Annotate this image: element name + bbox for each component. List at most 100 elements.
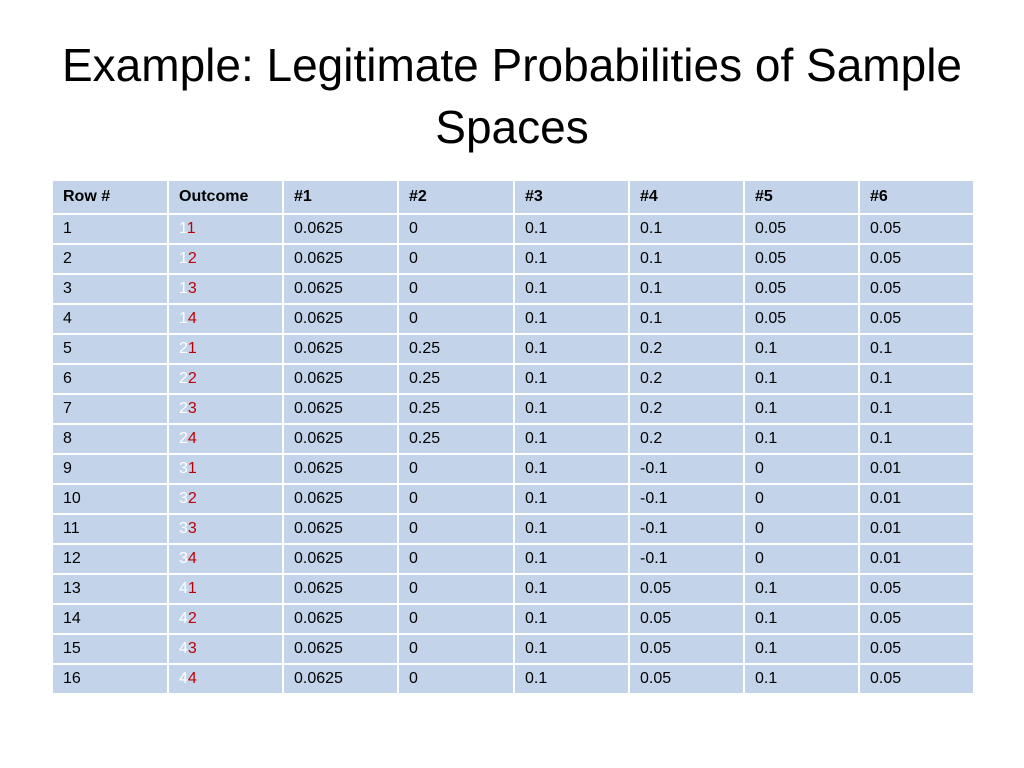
assignment-4-cell: 0.1 [628, 273, 745, 305]
row-number-cell: 10 [51, 483, 169, 515]
assignment-6-cell: 0.05 [858, 633, 975, 665]
assignment-4-cell: -0.1 [628, 513, 745, 545]
header-assignment-6: #6 [858, 179, 975, 215]
outcome-second-digit: 4 [187, 550, 197, 567]
assignment-1-cell: 0.0625 [282, 543, 399, 575]
assignment-3-cell: 0.1 [513, 513, 630, 545]
table-row: 10 32 0.0625 0 0.1 -0.1 0 0.01 [51, 483, 975, 515]
outcome-cell: 23 [167, 393, 284, 425]
table-row: 9 31 0.0625 0 0.1 -0.1 0 0.01 [51, 453, 975, 485]
outcome-cell: 41 [167, 573, 284, 605]
outcome-second-digit: 4 [187, 430, 197, 447]
outcome-cell: 21 [167, 333, 284, 365]
outcome-first-digit: 4 [179, 610, 188, 627]
assignment-3-cell: 0.1 [513, 213, 630, 245]
outcome-first-digit: 4 [179, 640, 188, 657]
assignment-3-cell: 0.1 [513, 273, 630, 305]
outcome-cell: 44 [167, 663, 284, 695]
table-row: 8 24 0.0625 0.25 0.1 0.2 0.1 0.1 [51, 423, 975, 455]
assignment-5-cell: 0.05 [743, 273, 860, 305]
outcome-first-digit: 2 [179, 430, 188, 447]
row-number-cell: 14 [51, 603, 169, 635]
header-assignment-1: #1 [282, 179, 399, 215]
assignment-2-cell: 0 [397, 663, 515, 695]
outcome-cell: 34 [167, 543, 284, 575]
assignment-3-cell: 0.1 [513, 633, 630, 665]
outcome-first-digit: 1 [179, 310, 188, 327]
assignment-6-cell: 0.05 [858, 243, 975, 275]
assignment-3-cell: 0.1 [513, 603, 630, 635]
assignment-2-cell: 0 [397, 303, 515, 335]
outcome-second-digit: 3 [187, 280, 197, 297]
outcome-cell: 13 [167, 273, 284, 305]
assignment-1-cell: 0.0625 [282, 273, 399, 305]
assignment-1-cell: 0.0625 [282, 303, 399, 335]
row-number-cell: 13 [51, 573, 169, 605]
row-number-cell: 16 [51, 663, 169, 695]
assignment-1-cell: 0.0625 [282, 483, 399, 515]
assignment-1-cell: 0.0625 [282, 603, 399, 635]
assignment-5-cell: 0 [743, 483, 860, 515]
assignment-5-cell: 0.1 [743, 333, 860, 365]
outcome-second-digit: 1 [187, 580, 197, 597]
table-row: 6 22 0.0625 0.25 0.1 0.2 0.1 0.1 [51, 363, 975, 395]
outcome-first-digit: 4 [179, 580, 188, 597]
assignment-3-cell: 0.1 [513, 393, 630, 425]
assignment-5-cell: 0.1 [743, 603, 860, 635]
outcome-cell: 32 [167, 483, 284, 515]
probability-table: Row # Outcome #1 #2 #3 #4 #5 #6 1 11 0.062… [51, 179, 975, 695]
assignment-6-cell: 0.05 [858, 603, 975, 635]
assignment-1-cell: 0.0625 [282, 363, 399, 395]
assignment-4-cell: 0.2 [628, 393, 745, 425]
outcome-first-digit: 3 [179, 550, 188, 567]
assignment-1-cell: 0.0625 [282, 393, 399, 425]
table-row: 16 44 0.0625 0 0.1 0.05 0.1 0.05 [51, 663, 975, 695]
header-assignment-2: #2 [397, 179, 515, 215]
assignment-5-cell: 0 [743, 543, 860, 575]
header-row-number: Row # [51, 179, 169, 215]
assignment-5-cell: 0.1 [743, 393, 860, 425]
outcome-second-digit: 2 [187, 610, 197, 627]
outcome-first-digit: 2 [179, 370, 188, 387]
assignment-5-cell: 0.1 [743, 363, 860, 395]
outcome-first-digit: 1 [179, 280, 188, 297]
outcome-first-digit: 2 [179, 340, 188, 357]
row-number-cell: 4 [51, 303, 169, 335]
table-row: 13 41 0.0625 0 0.1 0.05 0.1 0.05 [51, 573, 975, 605]
row-number-cell: 15 [51, 633, 169, 665]
assignment-6-cell: 0.01 [858, 483, 975, 515]
assignment-3-cell: 0.1 [513, 423, 630, 455]
outcome-first-digit: 3 [179, 460, 188, 477]
slide-title: Example: Legitimate Probabilities of Sam… [61, 39, 962, 153]
row-number-cell: 6 [51, 363, 169, 395]
table-row: 15 43 0.0625 0 0.1 0.05 0.1 0.05 [51, 633, 975, 665]
table-row: 14 42 0.0625 0 0.1 0.05 0.1 0.05 [51, 603, 975, 635]
assignment-2-cell: 0 [397, 213, 515, 245]
assignment-2-cell: 0 [397, 603, 515, 635]
assignment-4-cell: 0.1 [628, 213, 745, 245]
probability-table-container: Row # Outcome #1 #2 #3 #4 #5 #6 1 11 0.062… [51, 179, 975, 759]
outcome-cell: 43 [167, 633, 284, 665]
assignment-2-cell: 0 [397, 453, 515, 485]
outcome-second-digit: 2 [187, 490, 197, 507]
outcome-cell: 12 [167, 243, 284, 275]
assignment-2-cell: 0 [397, 273, 515, 305]
assignment-5-cell: 0.1 [743, 423, 860, 455]
assignment-4-cell: 0.2 [628, 423, 745, 455]
assignment-2-cell: 0 [397, 573, 515, 605]
table-row: 12 34 0.0625 0 0.1 -0.1 0 0.01 [51, 543, 975, 575]
header-assignment-4: #4 [628, 179, 745, 215]
outcome-first-digit: 3 [179, 490, 188, 507]
outcome-cell: 14 [167, 303, 284, 335]
assignment-3-cell: 0.1 [513, 573, 630, 605]
assignment-3-cell: 0.1 [513, 543, 630, 575]
assignment-4-cell: 0.05 [628, 573, 745, 605]
outcome-first-digit: 1 [179, 220, 187, 237]
assignment-6-cell: 0.01 [858, 513, 975, 545]
row-number-cell: 3 [51, 273, 169, 305]
assignment-3-cell: 0.1 [513, 453, 630, 485]
assignment-2-cell: 0 [397, 513, 515, 545]
assignment-3-cell: 0.1 [513, 333, 630, 365]
row-number-cell: 5 [51, 333, 169, 365]
table-row: 2 12 0.0625 0 0.1 0.1 0.05 0.05 [51, 243, 975, 275]
